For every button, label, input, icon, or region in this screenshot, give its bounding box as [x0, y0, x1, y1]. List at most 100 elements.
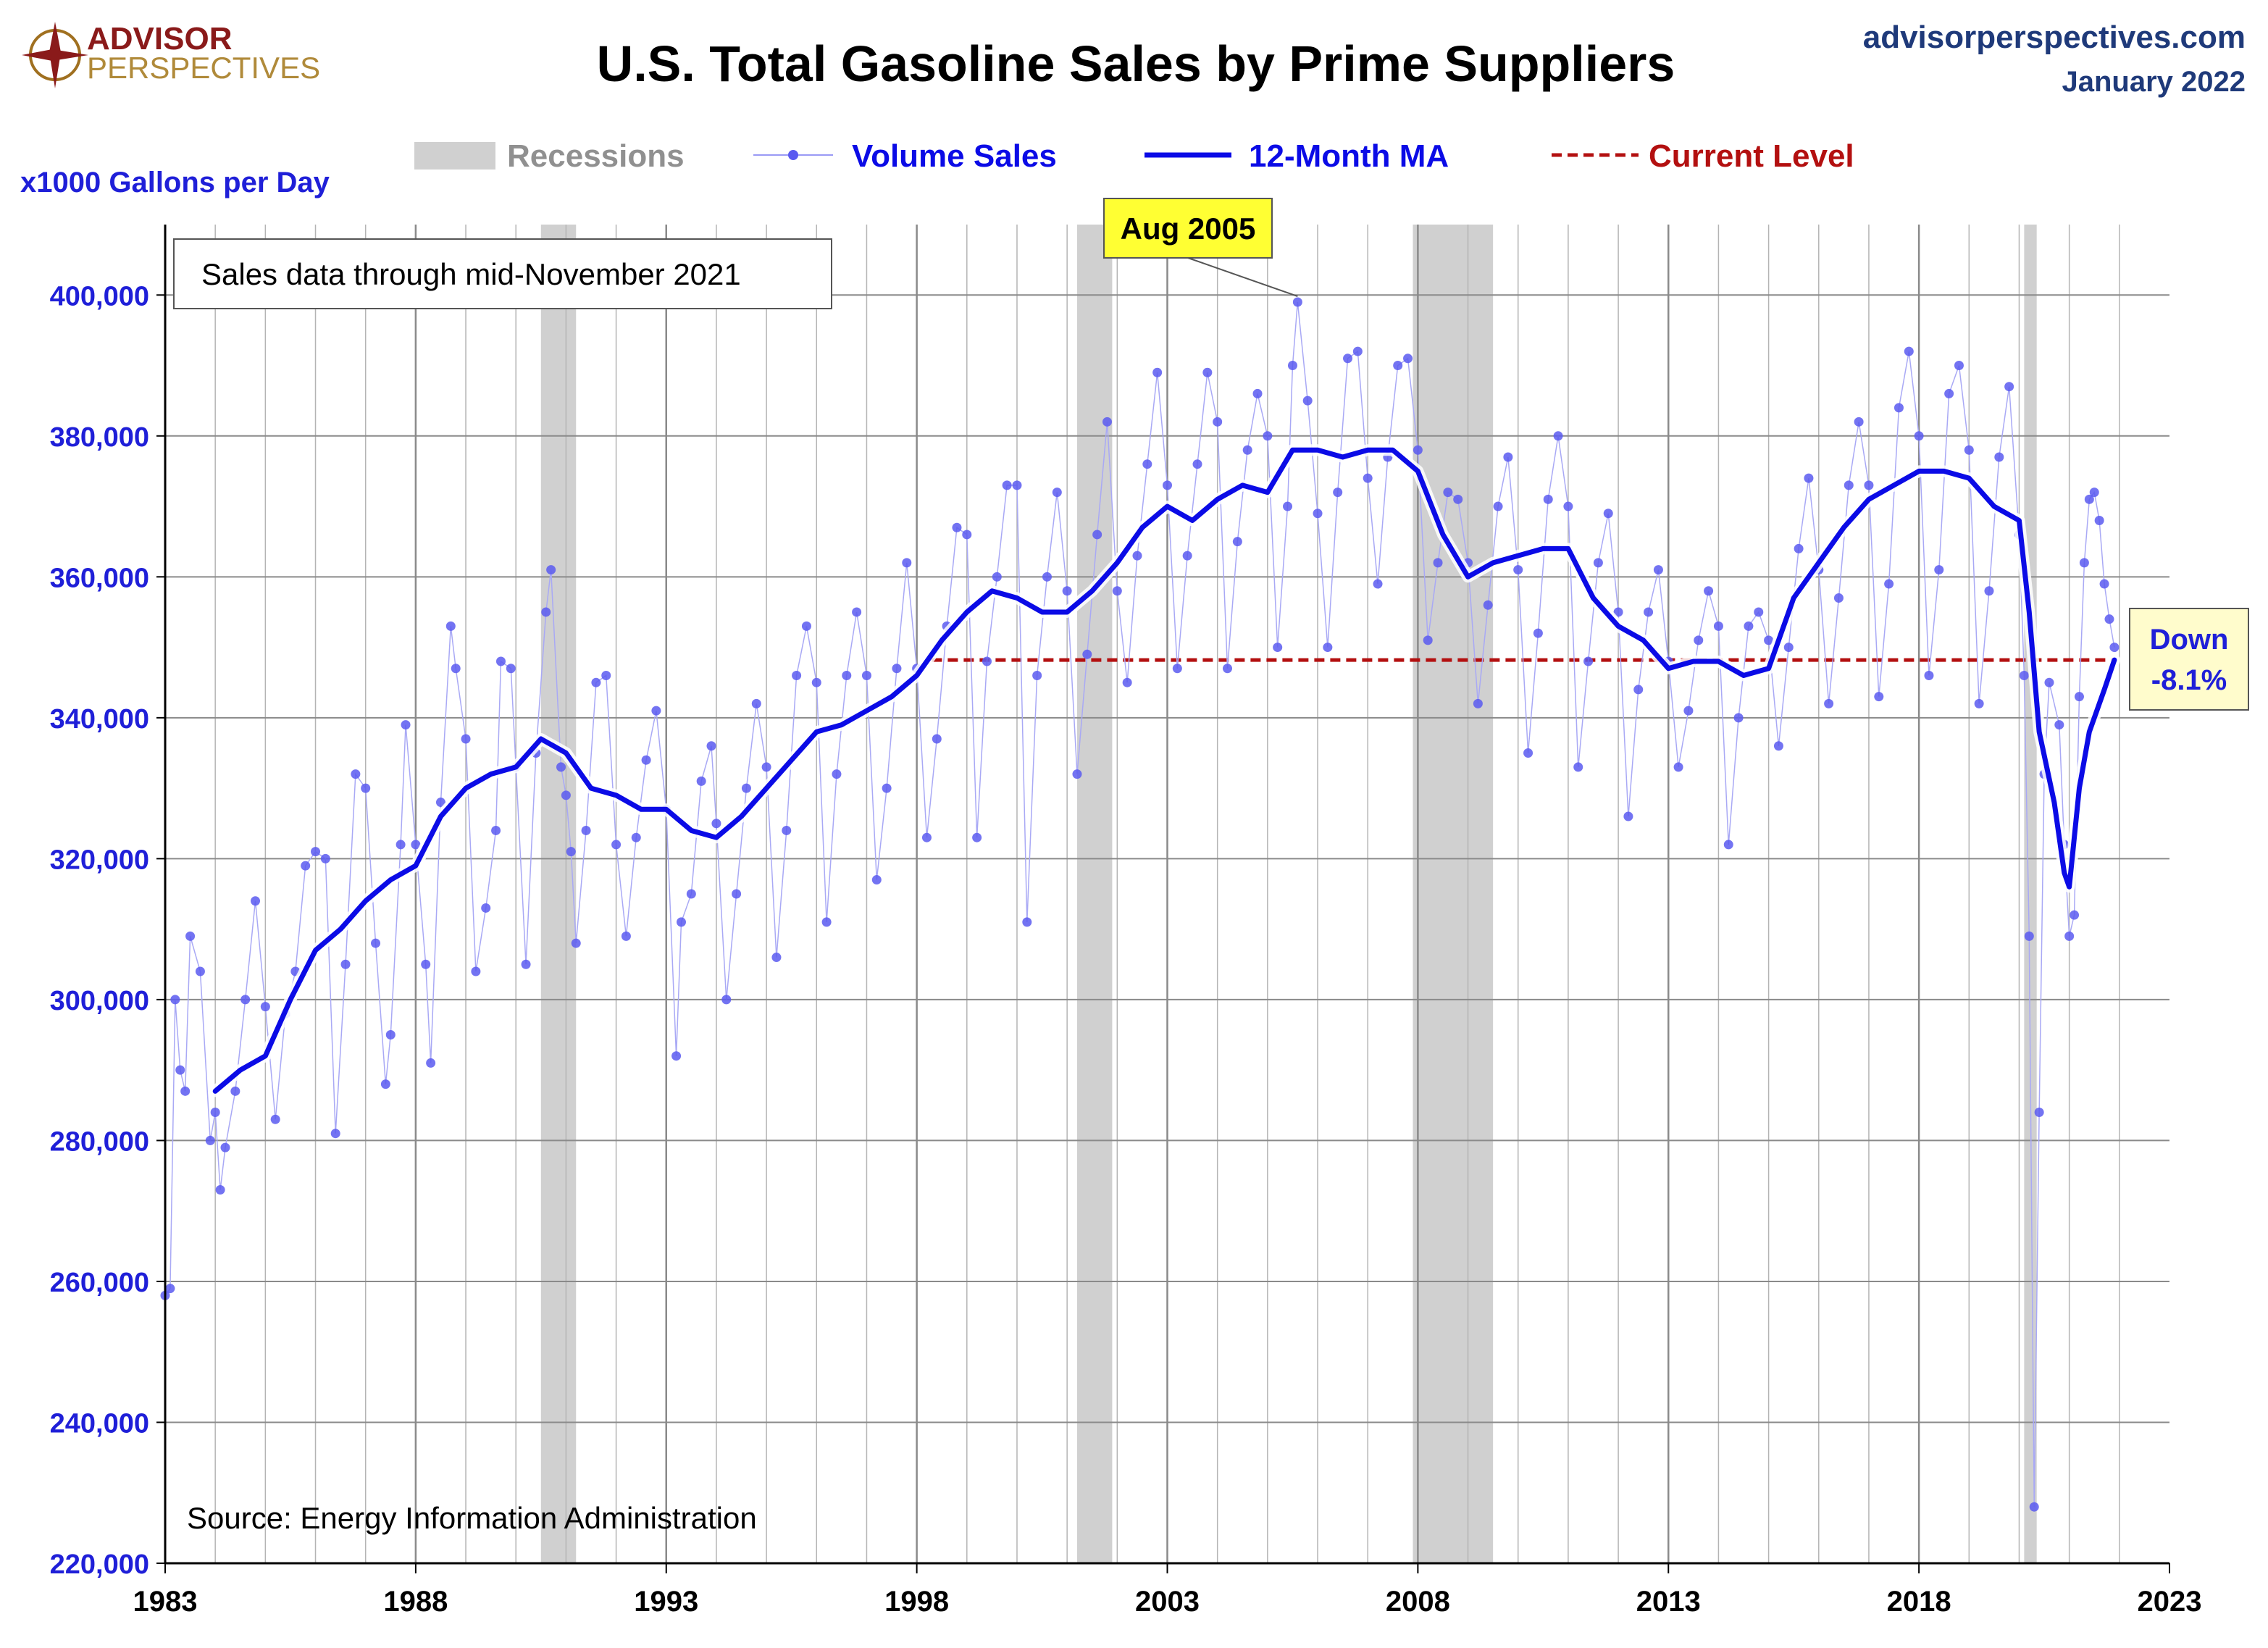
volume-point — [1854, 417, 1864, 427]
volume-point — [301, 861, 311, 871]
volume-point — [1132, 551, 1142, 561]
x-tick-label: 2018 — [1887, 1586, 1951, 1618]
volume-point — [1112, 586, 1122, 596]
volume-point — [882, 783, 892, 793]
volume-point — [2044, 677, 2054, 687]
volume-point — [2084, 494, 2094, 504]
down-line1: Down — [2150, 624, 2229, 656]
volume-point — [842, 670, 852, 680]
volume-point — [1723, 840, 1733, 850]
legend-recessions: Recessions — [507, 138, 685, 174]
volume-point — [1042, 572, 1052, 582]
volume-point — [1182, 551, 1192, 561]
volume-point — [421, 959, 431, 969]
volume-point — [1443, 488, 1453, 498]
volume-point — [1954, 361, 1964, 371]
volume-point — [1413, 445, 1423, 455]
volume-point — [651, 706, 661, 716]
volume-point — [180, 1086, 191, 1096]
legend-recession-swatch — [414, 142, 495, 170]
peak-annotation: Aug 2005 — [1103, 198, 1298, 297]
volume-point — [2024, 931, 2034, 941]
volume-point — [751, 698, 761, 708]
volume-point — [686, 889, 696, 899]
volume-point — [1974, 698, 1984, 708]
volume-point — [1323, 643, 1333, 653]
volume-point — [771, 953, 782, 963]
volume-point — [1914, 431, 1924, 441]
volume-point — [165, 1284, 175, 1294]
volume-point — [556, 762, 566, 772]
down-annotation: Down -8.1% — [2129, 608, 2249, 711]
volume-point — [1984, 586, 1994, 596]
volume-point — [1553, 431, 1563, 441]
x-tick-label: 2008 — [1386, 1586, 1450, 1618]
volume-point — [471, 966, 481, 976]
volume-point — [491, 825, 501, 835]
site-label: advisorperspectives.com — [1863, 20, 2246, 55]
volume-point — [1904, 346, 1914, 356]
volume-point — [1804, 473, 1814, 483]
volume-point — [1393, 361, 1403, 371]
volume-point — [185, 931, 196, 941]
volume-point — [1833, 593, 1844, 603]
volume-point — [385, 1030, 396, 1040]
volume-point — [621, 931, 631, 941]
volume-point — [2070, 910, 2080, 920]
legend-current: Current Level — [1649, 138, 1854, 174]
volume-point — [1733, 713, 1744, 723]
grid — [165, 225, 2169, 1564]
volume-point — [1653, 565, 1663, 575]
x-tick-label: 1988 — [383, 1586, 448, 1618]
volume-series — [160, 297, 2120, 1512]
volume-point — [1493, 501, 1503, 511]
volume-point — [1924, 670, 1934, 680]
volume-point — [1352, 346, 1363, 356]
logo: ADVISOR PERSPECTIVES — [22, 21, 320, 88]
volume-point — [1232, 537, 1242, 547]
volume-point — [1744, 621, 1754, 631]
volume-point — [671, 1051, 682, 1061]
volume-point — [1864, 480, 1874, 490]
legend-volume: Volume Sales — [852, 138, 1057, 174]
volume-point — [1052, 488, 1062, 498]
volume-point — [1002, 480, 1012, 490]
volume-point — [251, 896, 261, 906]
volume-point — [451, 664, 461, 674]
volume-point — [861, 670, 871, 680]
x-tick-label: 2003 — [1135, 1586, 1200, 1618]
volume-point — [2109, 643, 2120, 653]
volume-point — [852, 607, 862, 617]
volume-point — [1313, 509, 1323, 519]
volume-point — [1072, 769, 1082, 779]
volume-point — [1152, 367, 1163, 377]
volume-point — [1453, 494, 1463, 504]
ma-line — [212, 447, 2117, 1094]
volume-point — [1704, 586, 1714, 596]
y-tick-label: 360,000 — [50, 563, 149, 593]
volume-point — [732, 889, 742, 899]
volume-point — [902, 558, 912, 568]
volume-point — [481, 903, 491, 913]
volume-point — [952, 522, 962, 532]
volume-point — [2104, 614, 2114, 624]
volume-line — [164, 301, 2115, 1507]
y-tick-label: 400,000 — [50, 281, 149, 311]
volume-point — [260, 1002, 270, 1012]
source-note: Source: Energy Information Administratio… — [187, 1501, 757, 1535]
volume-point — [1543, 494, 1553, 504]
volume-point — [495, 656, 506, 666]
volume-point — [1213, 417, 1223, 427]
volume-point — [801, 621, 811, 631]
volume-point — [1633, 685, 1644, 695]
volume-point — [330, 1129, 340, 1139]
volume-point — [1764, 635, 1774, 645]
volume-point — [1102, 417, 1112, 427]
volume-point — [1994, 452, 2004, 462]
volume-point — [1273, 643, 1283, 653]
logo-line2: PERSPECTIVES — [87, 51, 320, 85]
legend: Recessions Volume Sales 12-Month MA Curr… — [414, 138, 1854, 174]
down-line2: -8.1% — [2151, 664, 2227, 696]
volume-point — [411, 840, 421, 850]
